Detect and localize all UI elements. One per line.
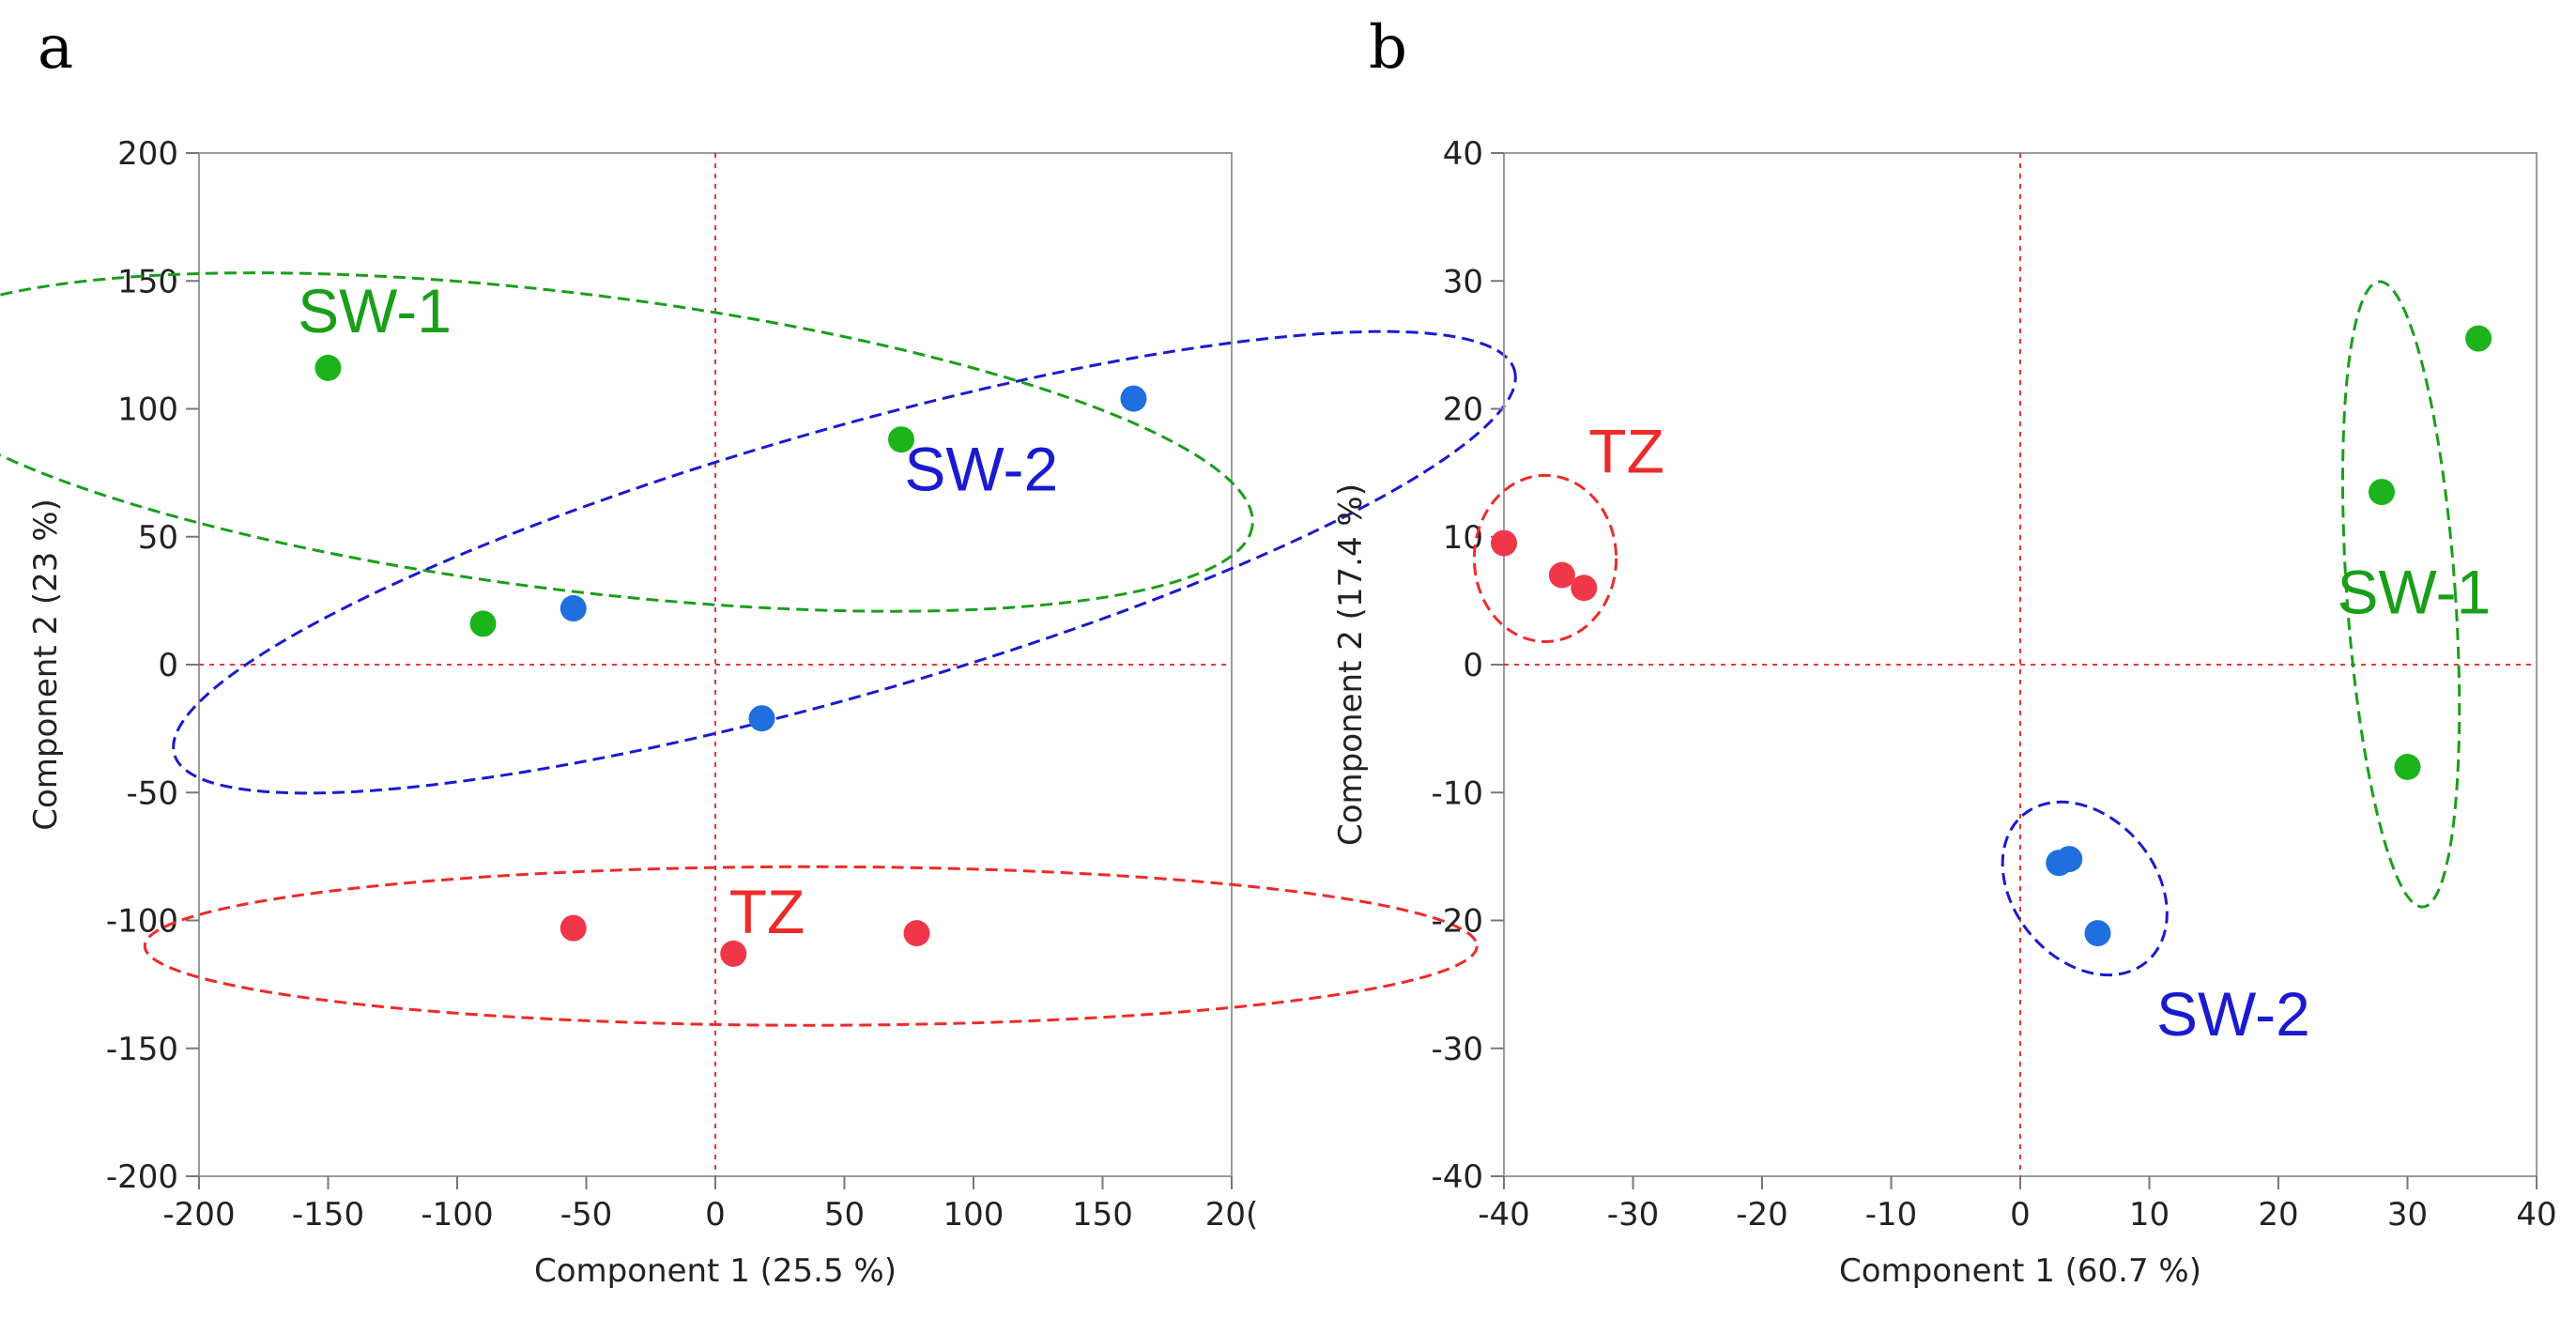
panel-b-y-tick-label: 20 — [1443, 391, 1483, 429]
panel-b-point-sw-1 — [2369, 479, 2395, 506]
panel-a-point-sw-1 — [314, 354, 342, 381]
panel-a-point-sw-1 — [469, 610, 497, 637]
panel-b-y-tick-label: 0 — [1463, 647, 1483, 684]
panel-a-y-tick-label: -100 — [106, 903, 178, 941]
panel-a-x-tick-label: -200 — [162, 1196, 235, 1234]
panel-a-y-tick-label: -200 — [106, 1158, 178, 1196]
panel-a-y-tick-label: 0 — [158, 647, 178, 684]
panel-a-x-tick-label: 20( — [1205, 1196, 1259, 1234]
panel-b-label-sw-2: SW-2 — [2156, 979, 2310, 1049]
panel-b-point-tz — [1491, 529, 1517, 557]
panel-b-label-tz: TZ — [1588, 417, 1664, 486]
panel-b-x-tick-label: -30 — [1607, 1196, 1660, 1234]
panel-a-ellipse-sw-1 — [0, 271, 1254, 613]
panel-a-label-sw-1: SW-1 — [298, 276, 452, 345]
panel-a-y-tick-label: 200 — [117, 135, 178, 173]
panel-a-x-tick-label: -100 — [421, 1196, 493, 1234]
panel-b-y-tick-label: 40 — [1443, 135, 1483, 173]
panel-a-x-tick-label: -50 — [560, 1196, 613, 1234]
panel-a-y-tick-label: -50 — [126, 774, 178, 812]
panel-b-x-tick-label: -10 — [1865, 1196, 1918, 1234]
panel-b-x-tick-label: -40 — [1478, 1196, 1530, 1234]
panel-a-point-tz — [560, 914, 587, 942]
panel-a: a -200 -150 -100 -50 0 50 100 150 20(-200-150-10… — [0, 13, 1517, 1290]
panel-b-x-tick-label: -20 — [1736, 1196, 1788, 1234]
panel-a-y-tick-label: 50 — [138, 519, 178, 557]
panel-a-label-sw-2: SW-2 — [904, 435, 1058, 504]
panel-a-y-tick-label: 150 — [117, 263, 178, 300]
panel-a-x-tick-label: 150 — [1072, 1196, 1133, 1234]
panel-b-y-tick-label: -30 — [1431, 1031, 1483, 1068]
panel-a-y-tick-label: -150 — [106, 1031, 178, 1068]
panel-a-label-tz: TZ — [729, 877, 805, 946]
panel-b-point-tz — [1548, 561, 1575, 589]
panel-a-point-sw-1 — [888, 426, 914, 453]
panel-b-label-sw-1: SW-1 — [2337, 558, 2491, 627]
panel-b-x-tick-label: 0 — [2010, 1196, 2031, 1234]
panel-b-point-sw-2 — [2084, 920, 2111, 947]
panel-a-ellipse-tz — [143, 865, 1479, 1027]
panel-b-point-sw-2 — [2056, 846, 2083, 873]
panel-a-point-sw-2 — [560, 595, 587, 622]
panel-a-ellipse-sw-2 — [172, 330, 1517, 795]
panel-b-ellipse-sw-2 — [2001, 800, 2169, 977]
panel-b-x-tick-label: 10 — [2129, 1196, 2170, 1234]
panel-a-point-sw-2 — [748, 705, 775, 732]
panel-b-letter: b — [1369, 13, 1407, 83]
panel-b-x-axis-title: Component 1 (60.7 %) — [1839, 1252, 2201, 1290]
panel-a-point-sw-2 — [1120, 385, 1147, 412]
panel-a-x-tick-label: 50 — [824, 1196, 865, 1234]
panel-a-point-tz — [720, 940, 747, 967]
panel-b-y-tick-label: 30 — [1443, 263, 1483, 300]
panel-a-x-tick-label: -150 — [292, 1196, 364, 1234]
panel-b-y-tick-label: -40 — [1431, 1158, 1483, 1196]
panel-b-x-tick-label: 40 — [2516, 1196, 2556, 1234]
panel-b-point-sw-1 — [2394, 754, 2421, 780]
panel-b-x-tick-label: 20 — [2258, 1196, 2298, 1234]
panel-a-y-tick-label: 100 — [117, 391, 178, 429]
panel-b-x-tick-label: 30 — [2387, 1196, 2428, 1234]
panel-a-x-tick-label: 0 — [705, 1196, 726, 1234]
panel-b-y-tick-label: -10 — [1431, 774, 1483, 812]
panel-b-point-sw-1 — [2465, 325, 2492, 352]
panel-b: b -40 -30 -20 -10 0 10 20 30 40-40-30-20-1001020… — [1332, 13, 2557, 1290]
panel-b-point-tz — [1571, 575, 1598, 602]
panel-a-x-axis-title: Component 1 (25.5 %) — [534, 1252, 897, 1290]
panel-a-y-axis-title: Component 2 (23 %) — [27, 498, 65, 831]
panel-b-ellipse-tz — [1472, 473, 1618, 643]
panel-a-x-tick-label: 100 — [943, 1196, 1004, 1234]
panel-a-point-tz — [903, 920, 930, 947]
panel-b-y-axis-title: Component 2 (17.4 %) — [1332, 483, 1370, 846]
panel-a-letter: a — [38, 13, 73, 83]
panel-b-y-tick-label: -20 — [1431, 903, 1483, 941]
panel-b-ellipse-sw-1 — [2340, 280, 2461, 909]
